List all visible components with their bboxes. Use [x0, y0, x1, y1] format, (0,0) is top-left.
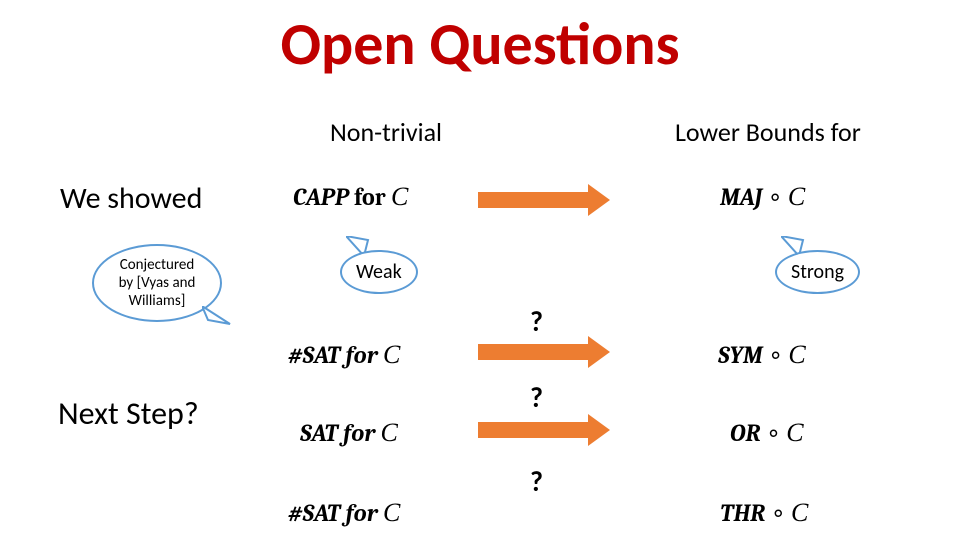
math-capp: CAPP for C	[293, 182, 408, 212]
math-majc: MAJ ∘ C	[720, 182, 805, 212]
bubble-conjectured: Conjectured by [Vyas and Williams]	[92, 244, 222, 322]
qmark-2: ?	[530, 380, 543, 415]
math-orc: OR ∘ C	[730, 418, 804, 448]
arrow-3	[478, 414, 610, 446]
label-next-step: Next Step?	[58, 394, 199, 433]
bubble-strong: Strong	[775, 250, 860, 294]
math-thrc: THR ∘ C	[720, 498, 808, 528]
label-we-showed: We showed	[60, 180, 202, 217]
arrow-head-icon	[588, 336, 610, 368]
math-numsat2: #SAT for C	[288, 498, 400, 528]
bubble-conjectured-line2: by [Vyas and	[110, 274, 204, 292]
arrow-head-icon	[588, 414, 610, 446]
qmark-3: ?	[530, 464, 543, 499]
math-symc: SYM ∘ C	[718, 340, 806, 370]
arrow-head-icon	[588, 184, 610, 216]
math-sat: SAT for C	[300, 418, 398, 448]
arrow-body-icon	[478, 344, 588, 360]
arrow-2	[478, 336, 610, 368]
header-nontrivial: Non-trivial	[330, 116, 442, 148]
header-lowerbounds: Lower Bounds for	[675, 116, 861, 148]
bubble-conjectured-line1: Conjectured	[110, 256, 204, 274]
slide-title: Open Questions	[0, 8, 960, 81]
math-numsat1: #SAT for C	[288, 340, 400, 370]
bubble-conjectured-line3: Williams]	[110, 292, 204, 310]
arrow-body-icon	[478, 422, 588, 438]
arrow-1	[478, 184, 610, 216]
arrow-body-icon	[478, 192, 588, 208]
bubble-weak: Weak	[340, 250, 418, 294]
qmark-1: ?	[530, 304, 543, 339]
